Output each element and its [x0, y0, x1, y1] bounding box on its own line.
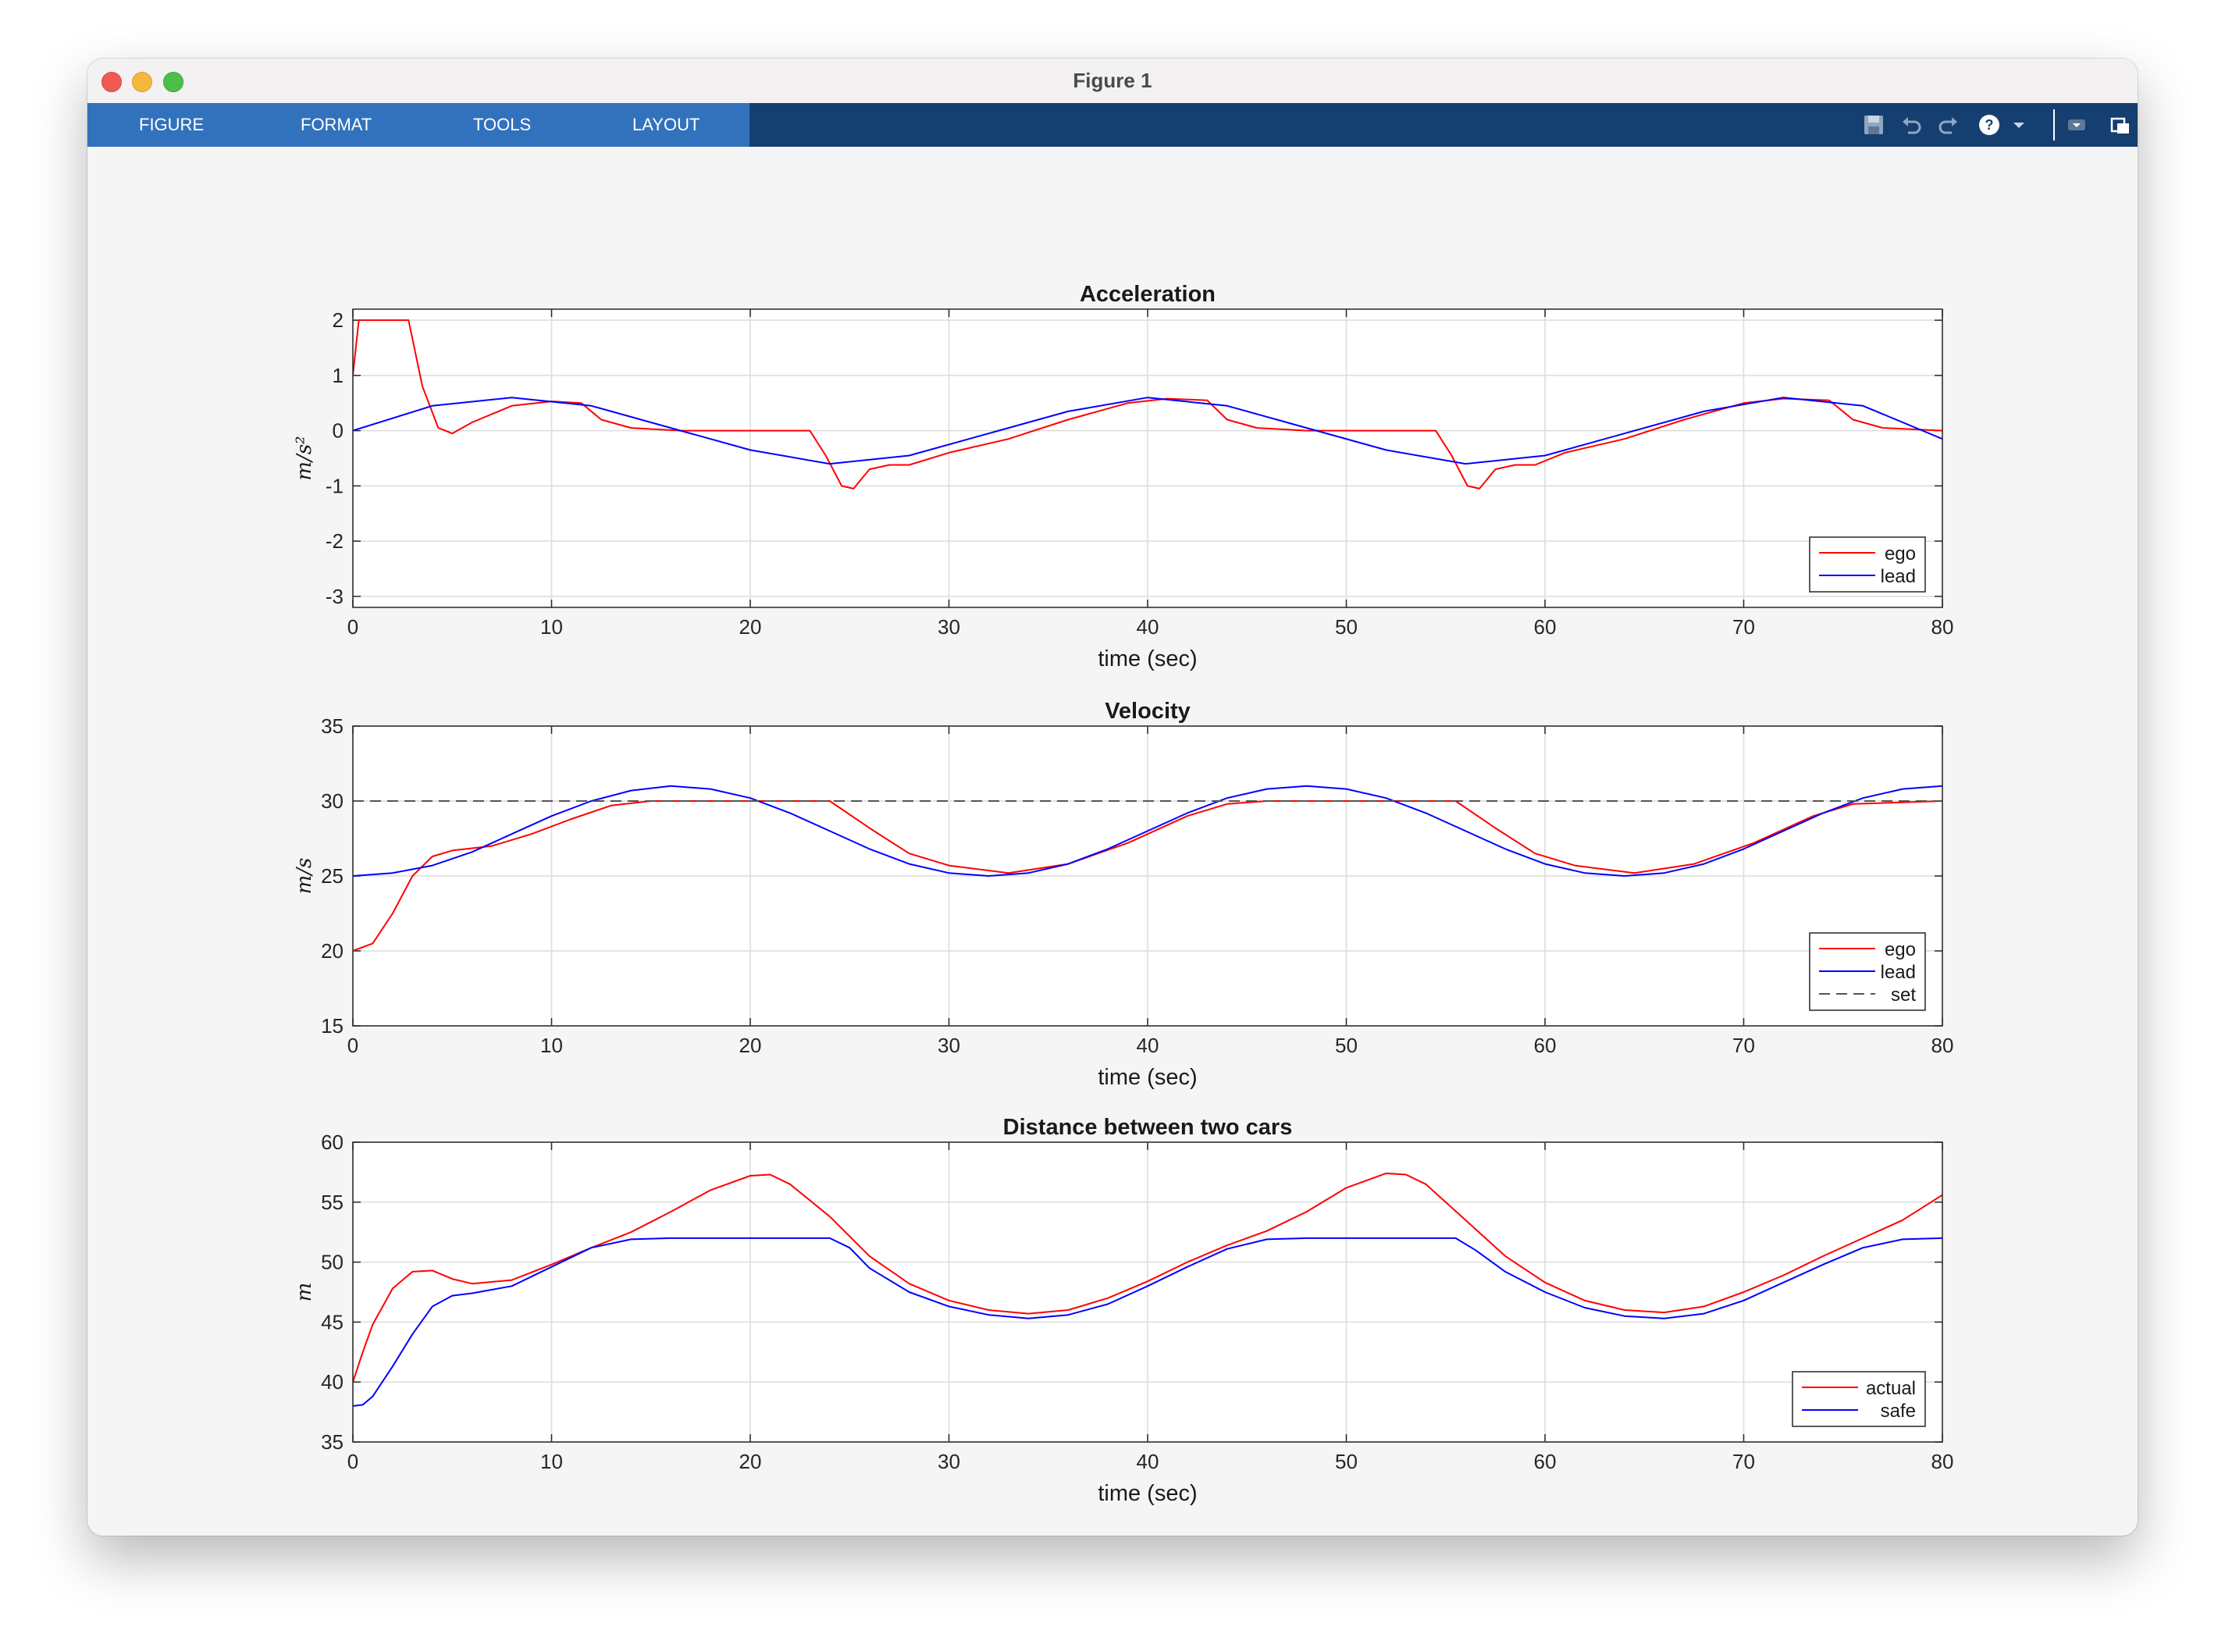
chart-title: Acceleration [1080, 282, 1216, 307]
y-tick-label: -3 [326, 585, 344, 608]
legend-label-safe: safe [1881, 1401, 1916, 1422]
toolstrip-tabs: FIGURE FORMAT TOOLS LAYOUT [87, 103, 749, 147]
x-tick-label: 70 [1732, 1034, 1755, 1057]
x-tick-label: 40 [1137, 1034, 1159, 1057]
y-tick-label: -1 [326, 474, 344, 497]
legend-box [1809, 536, 1926, 593]
x-tick-label: 50 [1335, 615, 1358, 639]
y-tick-label: 45 [321, 1310, 344, 1333]
legend-label-ego: ego [1885, 939, 1916, 960]
toolstrip: FIGURE FORMAT TOOLS LAYOUT ? [87, 103, 2138, 147]
x-tick-label: 60 [1534, 615, 1557, 639]
y-tick-label: 15 [321, 1014, 344, 1038]
x-tick-label: 80 [1931, 615, 1954, 639]
legend-label-ego: ego [1885, 543, 1916, 564]
help-icon[interactable]: ? [1977, 112, 2002, 137]
y-tick-label: 25 [321, 864, 344, 888]
x-axis-label: time (sec) [1098, 1481, 1197, 1506]
y-tick-label: 0 [333, 419, 344, 443]
y-tick-label: 2 [333, 308, 344, 332]
x-tick-label: 30 [938, 1450, 960, 1473]
x-axis-label: time (sec) [1098, 1065, 1197, 1090]
chart-title: Velocity [1105, 699, 1191, 724]
series-line-safe [353, 1237, 1942, 1407]
x-tick-label: 30 [938, 615, 960, 639]
legend-box [1792, 1371, 1926, 1427]
tab-tools[interactable]: TOOLS [473, 115, 532, 134]
y-axis-label: m/s² [293, 436, 316, 480]
axes-box [352, 725, 1943, 1027]
legend-label-lead: lead [1881, 962, 1916, 983]
svg-text:?: ? [1985, 117, 1994, 133]
x-tick-label: 70 [1732, 1450, 1755, 1473]
legend-label-set: set [1891, 984, 1916, 1006]
x-tick-label: 80 [1931, 1450, 1954, 1473]
tab-layout[interactable]: LAYOUT [632, 115, 700, 134]
title-bar: Figure 1 [87, 59, 2138, 104]
x-tick-label: 40 [1137, 1450, 1159, 1473]
x-tick-label: 70 [1732, 615, 1755, 639]
x-tick-label: 30 [938, 1034, 960, 1057]
axes-box [352, 1141, 1943, 1443]
x-tick-label: 50 [1335, 1034, 1358, 1057]
figure-canvas: 0 10 20 30 40 50 60 70 80 2 1 0 -1 -2 -3 Acceleration ti… [87, 147, 2138, 1536]
legend-label-actual: actual [1866, 1378, 1916, 1399]
x-tick-label: 20 [739, 1034, 762, 1057]
x-tick-label: 40 [1137, 615, 1159, 639]
window-title: Figure 1 [1073, 69, 1152, 92]
x-tick-label: 60 [1534, 1450, 1557, 1473]
close-window-button[interactable] [101, 72, 122, 92]
y-tick-label: 60 [321, 1130, 344, 1154]
tab-format[interactable]: FORMAT [301, 115, 372, 134]
x-tick-label: 60 [1534, 1034, 1557, 1057]
x-tick-label: 50 [1335, 1450, 1358, 1473]
x-tick-label: 10 [540, 1034, 563, 1057]
series-line-ego [353, 319, 1942, 490]
y-tick-label: 55 [321, 1191, 344, 1214]
axes-box [352, 308, 1943, 608]
y-tick-label: -2 [326, 529, 344, 553]
y-tick-label: 1 [333, 364, 344, 387]
distance-axes: 0 10 20 30 40 50 60 70 80 60 55 50 45 40 35 Distance be… [293, 1115, 1953, 1506]
chart-title: Distance between two cars [1003, 1115, 1293, 1140]
y-tick-label: 50 [321, 1251, 344, 1274]
x-axis-label: time (sec) [1098, 646, 1197, 671]
help-dropdown-icon[interactable] [2006, 112, 2031, 137]
y-tick-label: 30 [321, 789, 344, 813]
series-line-lead [353, 785, 1942, 877]
figure-window: Figure 1 FIGURE FORMAT TOOLS LAYOUT ? [87, 59, 2138, 1536]
tab-figure[interactable]: FIGURE [139, 115, 205, 134]
y-tick-label: 40 [321, 1370, 344, 1394]
x-tick-label: 0 [347, 1034, 358, 1057]
redo-icon[interactable] [1936, 112, 1961, 137]
y-axis-label: m [293, 1283, 316, 1302]
undock-icon[interactable] [2108, 112, 2133, 137]
y-tick-label: 20 [321, 939, 344, 963]
legend-label-lead: lead [1881, 566, 1916, 587]
x-tick-label: 20 [739, 1450, 762, 1473]
x-tick-label: 20 [739, 615, 762, 639]
x-tick-label: 0 [347, 615, 358, 639]
x-tick-label: 0 [347, 1450, 358, 1473]
figure-svg: 0 10 20 30 40 50 60 70 80210-1-2-3Accelerationti… [293, 282, 1953, 1506]
x-tick-label: 10 [540, 1450, 563, 1473]
maximize-window-button[interactable] [163, 72, 183, 92]
y-axis-label: m/s [293, 858, 316, 895]
undo-icon[interactable] [1899, 112, 1924, 137]
series-line-ego [353, 800, 1942, 952]
x-tick-label: 80 [1931, 1034, 1954, 1057]
minimize-window-button[interactable] [132, 72, 152, 92]
y-tick-label: 35 [321, 714, 344, 738]
acceleration-axes: 0 10 20 30 40 50 60 70 80210-1-2-3Accelerationti… [293, 282, 1953, 671]
x-tick-label: 10 [540, 615, 563, 639]
y-tick-label: 35 [321, 1430, 344, 1454]
velocity-axes: 0 10 20 30 40 50 60 70 80 35 30 25 20 15 Velocity time … [293, 699, 1953, 1090]
series-line-lead [353, 397, 1942, 465]
series-line-actual [353, 1172, 1942, 1383]
save-icon[interactable] [1861, 112, 1886, 137]
quick-access-dropdown-icon[interactable] [2064, 112, 2089, 137]
toolbar-separator [2053, 109, 2055, 141]
